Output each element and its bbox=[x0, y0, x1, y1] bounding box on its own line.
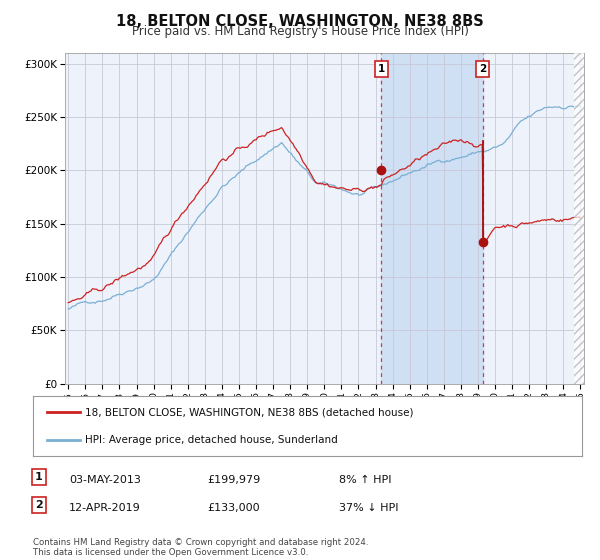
Text: £199,979: £199,979 bbox=[207, 475, 260, 485]
Text: 03-MAY-2013: 03-MAY-2013 bbox=[69, 475, 141, 485]
Bar bbox=[574, 53, 586, 384]
Text: 1: 1 bbox=[35, 472, 43, 482]
Text: 18, BELTON CLOSE, WASHINGTON, NE38 8BS: 18, BELTON CLOSE, WASHINGTON, NE38 8BS bbox=[116, 14, 484, 29]
Text: 8% ↑ HPI: 8% ↑ HPI bbox=[339, 475, 391, 485]
Text: 18, BELTON CLOSE, WASHINGTON, NE38 8BS (detached house): 18, BELTON CLOSE, WASHINGTON, NE38 8BS (… bbox=[85, 407, 413, 417]
Text: 37% ↓ HPI: 37% ↓ HPI bbox=[339, 503, 398, 513]
Text: £133,000: £133,000 bbox=[207, 503, 260, 513]
Text: HPI: Average price, detached house, Sunderland: HPI: Average price, detached house, Sund… bbox=[85, 435, 338, 445]
Text: 2: 2 bbox=[479, 64, 487, 74]
Bar bbox=[382, 53, 483, 384]
Text: 1: 1 bbox=[378, 64, 385, 74]
Text: Contains HM Land Registry data © Crown copyright and database right 2024.
This d: Contains HM Land Registry data © Crown c… bbox=[33, 538, 368, 557]
Text: 2: 2 bbox=[35, 500, 43, 510]
Text: Price paid vs. HM Land Registry's House Price Index (HPI): Price paid vs. HM Land Registry's House … bbox=[131, 25, 469, 38]
Text: 12-APR-2019: 12-APR-2019 bbox=[69, 503, 141, 513]
